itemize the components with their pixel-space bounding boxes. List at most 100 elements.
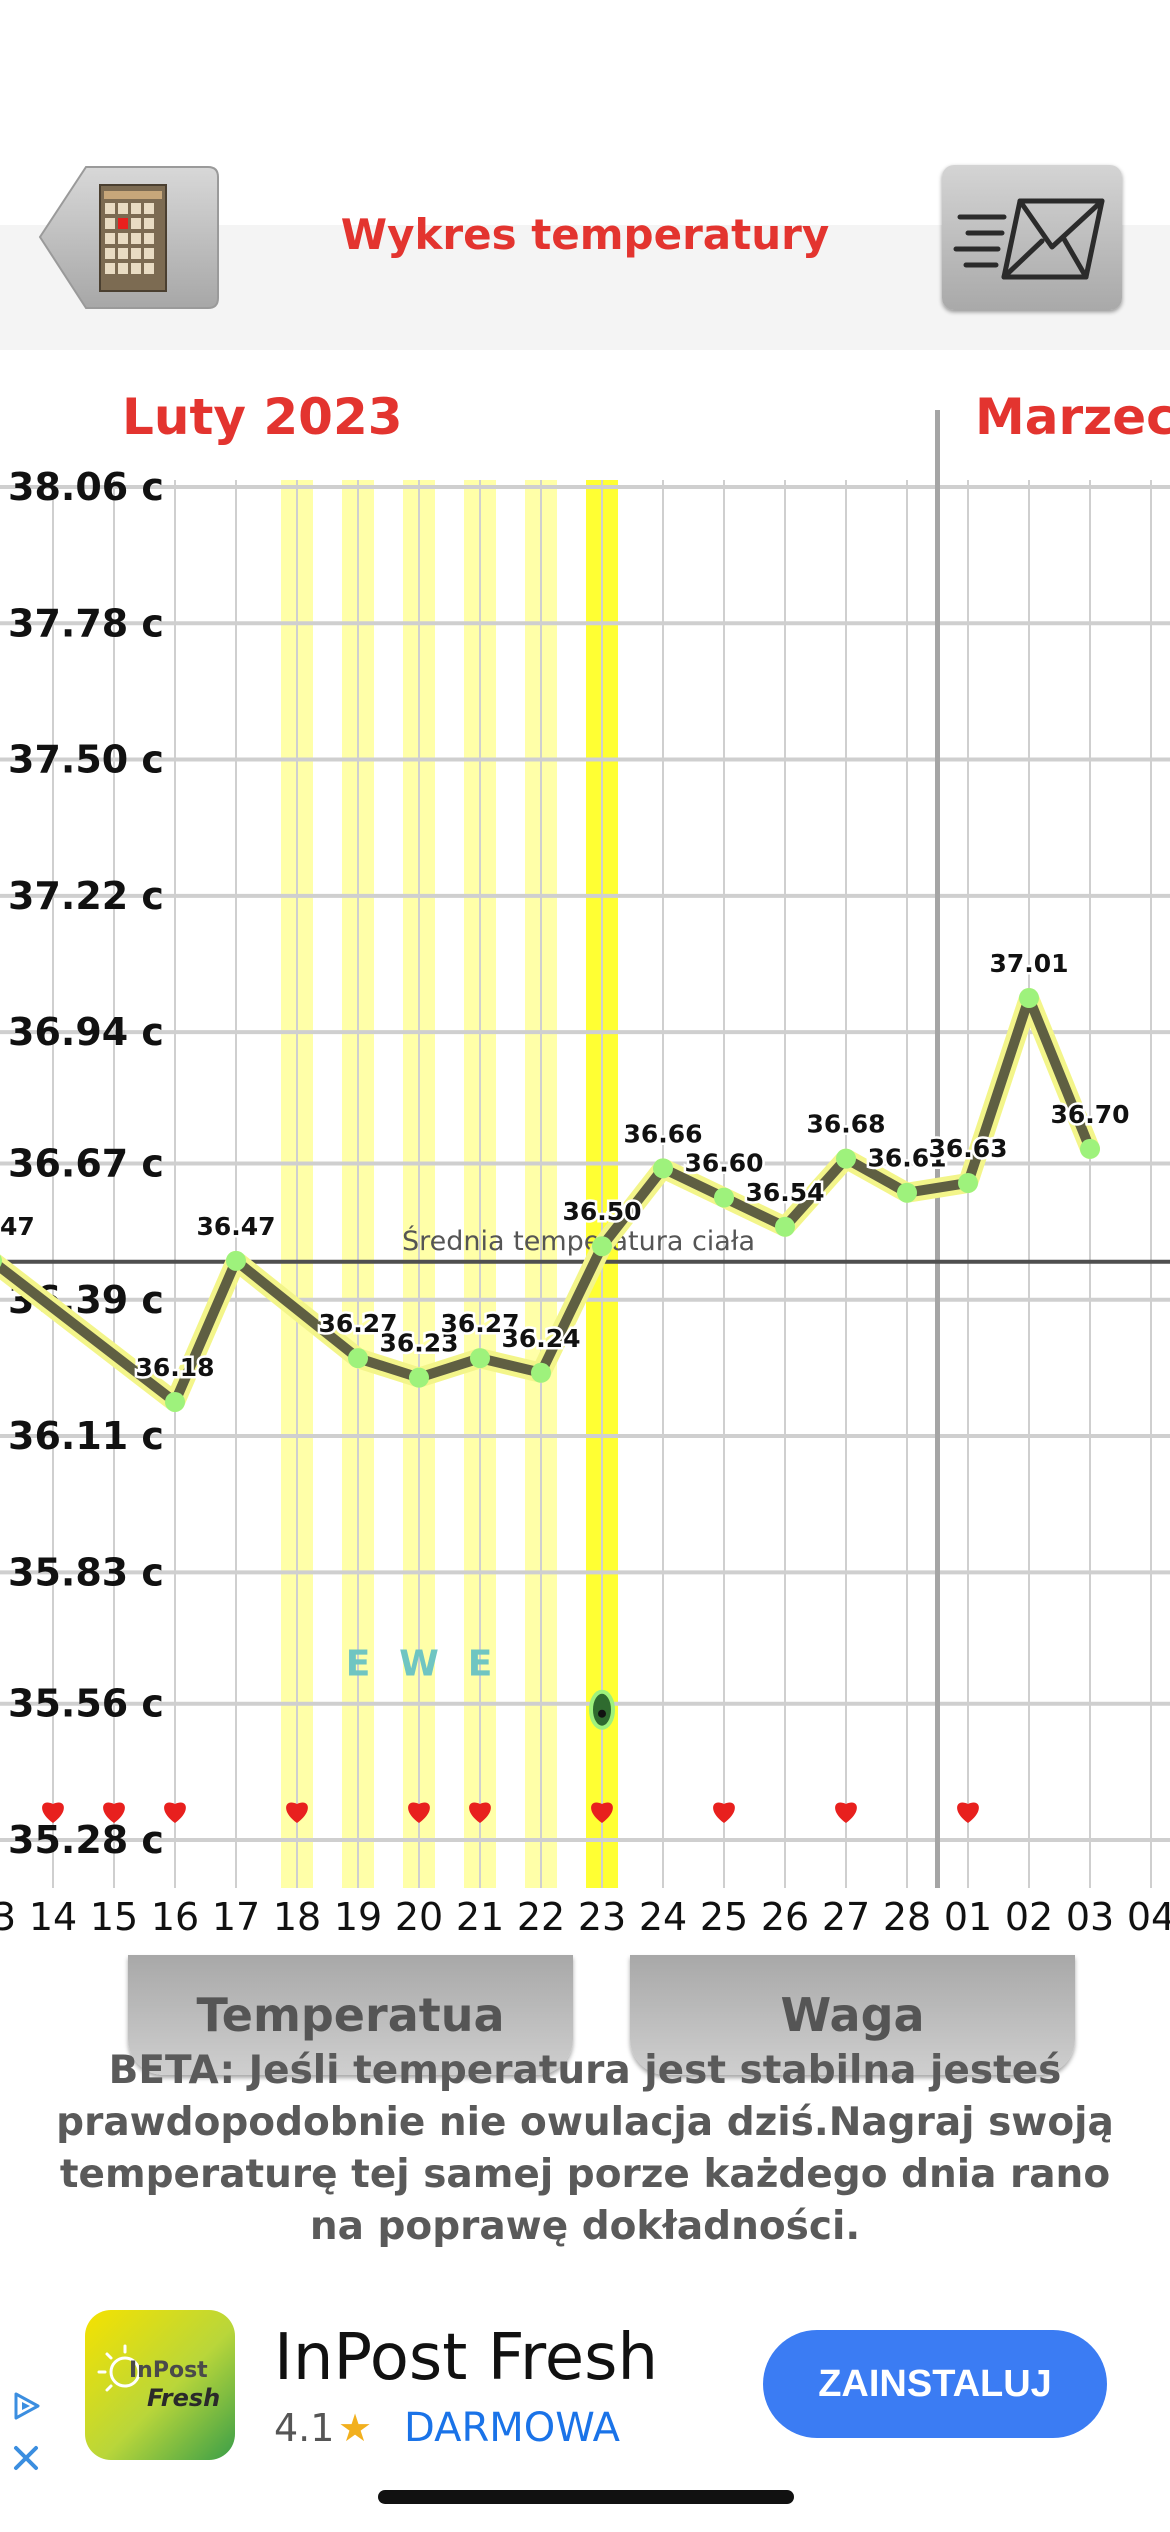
x-axis-tick-label: 22 — [517, 1895, 565, 1939]
heart-icon — [713, 1802, 735, 1823]
x-axis-tick-label: 01 — [944, 1895, 992, 1939]
data-label: 47 — [0, 1212, 35, 1241]
heart-icon — [164, 1802, 186, 1823]
data-label: 36.27 — [318, 1309, 397, 1338]
data-point — [1080, 1138, 1100, 1159]
ovulation-icon-center — [598, 1709, 606, 1718]
data-point — [897, 1182, 917, 1203]
data-label: 36.63 — [928, 1134, 1007, 1163]
data-label: 36.70 — [1050, 1100, 1129, 1129]
x-axis-tick-label: 17 — [212, 1895, 260, 1939]
y-axis-tick-label: 36.94 c — [8, 1010, 164, 1054]
data-label: 36.50 — [562, 1197, 641, 1226]
y-axis-tick-label: 36.67 c — [8, 1142, 164, 1186]
heart-icon — [103, 1802, 125, 1823]
ad-app-name[interactable]: InPost Fresh — [274, 2321, 659, 2395]
x-axis-tick-label: 28 — [883, 1895, 931, 1939]
tab-temperature[interactable]: Temperatua — [128, 1955, 573, 2075]
x-axis-tick-label: 20 — [395, 1895, 443, 1939]
data-point — [714, 1187, 734, 1208]
x-axis-tick-label: 04 — [1127, 1895, 1170, 1939]
data-point — [592, 1236, 612, 1257]
tab-weight[interactable]: Waga — [630, 1955, 1075, 2075]
x-axis-tick-label: 02 — [1005, 1895, 1053, 1939]
x-axis-tick-label: 27 — [822, 1895, 870, 1939]
back-button[interactable] — [38, 165, 220, 310]
heart-icon — [42, 1802, 64, 1823]
heart-icon — [469, 1802, 491, 1823]
x-axis-tick-label: 26 — [761, 1895, 809, 1939]
adchoices-icon[interactable] — [8, 2388, 44, 2428]
data-label: 36.60 — [684, 1149, 763, 1178]
data-label: 36.27 — [440, 1309, 519, 1338]
data-label: 36.61 — [867, 1144, 946, 1173]
data-label: 36.68 — [806, 1110, 885, 1139]
y-axis-tick-label: 37.78 c — [8, 601, 164, 645]
data-point — [958, 1172, 978, 1193]
y-axis-tick-label: 35.83 c — [8, 1550, 164, 1594]
home-indicator — [378, 2490, 794, 2504]
data-point — [531, 1362, 551, 1383]
y-axis-tick-label: 36.11 c — [8, 1414, 164, 1458]
y-axis-tick-label: 38.06 c — [8, 465, 164, 509]
send-mail-button[interactable] — [942, 165, 1122, 310]
x-axis-tick-label: 21 — [456, 1895, 504, 1939]
y-axis-tick-label: 35.28 c — [8, 1818, 164, 1862]
ad-rating: 4.1 — [274, 2406, 335, 2450]
data-point — [1019, 988, 1039, 1009]
data-label: 36.23 — [379, 1329, 458, 1358]
ad-price: DARMOWA — [404, 2405, 620, 2451]
heart-icon — [957, 1802, 979, 1823]
install-button[interactable]: ZAINSTALUJ — [763, 2330, 1107, 2438]
data-label: 36.66 — [623, 1119, 702, 1148]
temperature-chart[interactable]: Średnia temperatura ciała 38.06 c 37.78 c… — [0, 410, 1170, 1940]
data-point — [165, 1391, 185, 1412]
data-point — [836, 1148, 856, 1169]
data-point — [0, 1254, 2, 1267]
calendar-icon — [38, 166, 219, 309]
x-axis-tick-label: 13 — [0, 1895, 16, 1939]
data-point — [775, 1216, 795, 1237]
star-icon: ★ — [338, 2406, 373, 2450]
x-axis-tick-label: 03 — [1066, 1895, 1114, 1939]
close-icon[interactable] — [8, 2440, 44, 2480]
data-label: 36.24 — [501, 1324, 580, 1353]
heart-icon — [286, 1802, 308, 1823]
ad-app-icon[interactable]: InPost Fresh — [85, 2310, 235, 2460]
heart-icon — [835, 1802, 857, 1823]
envelope-icon — [953, 198, 1105, 280]
ad-icon-text: InPost — [129, 2358, 208, 2383]
x-axis-tick-label: 18 — [273, 1895, 321, 1939]
series-line — [0, 993, 1095, 1407]
x-axis-tick-label: 25 — [700, 1895, 748, 1939]
ad-icon-text: Fresh — [147, 2384, 221, 2412]
day-marker-label: E — [468, 1644, 493, 1685]
day-marker-label: E — [346, 1644, 371, 1685]
data-point — [226, 1250, 246, 1271]
heart-icon — [408, 1802, 430, 1823]
y-axis-tick-label: 35.56 c — [8, 1682, 164, 1726]
x-axis-tick-label: 23 — [578, 1895, 626, 1939]
month-label: Marzec 2 — [975, 388, 1170, 446]
data-label: 36.18 — [135, 1353, 214, 1382]
data-point — [470, 1348, 490, 1369]
month-label: Luty 2023 — [122, 388, 403, 446]
y-axis-tick-label: 37.22 c — [8, 874, 164, 918]
x-axis-tick-label: 15 — [90, 1895, 138, 1939]
data-label: 36.47 — [196, 1212, 275, 1241]
x-axis-tick-label: 16 — [151, 1895, 199, 1939]
x-axis-tick-label: 19 — [334, 1895, 382, 1939]
page-title: Wykres temperatury — [340, 210, 830, 259]
heart-icon — [591, 1802, 613, 1823]
data-label: 37.01 — [989, 949, 1068, 978]
day-marker-label: W — [399, 1644, 439, 1685]
x-axis-tick-label: 24 — [639, 1895, 687, 1939]
average-temperature-label: Średnia temperatura ciała — [402, 1225, 755, 1257]
sun-icon — [97, 2344, 141, 2392]
data-point — [409, 1367, 429, 1388]
data-point — [653, 1158, 673, 1179]
x-axis-tick-label: 14 — [29, 1895, 77, 1939]
y-axis-tick-label: 37.50 c — [8, 738, 164, 782]
data-label: 36.54 — [745, 1178, 824, 1207]
beta-info-text: BETA: Jeśli temperatura jest stabilna je… — [56, 2048, 1114, 2249]
